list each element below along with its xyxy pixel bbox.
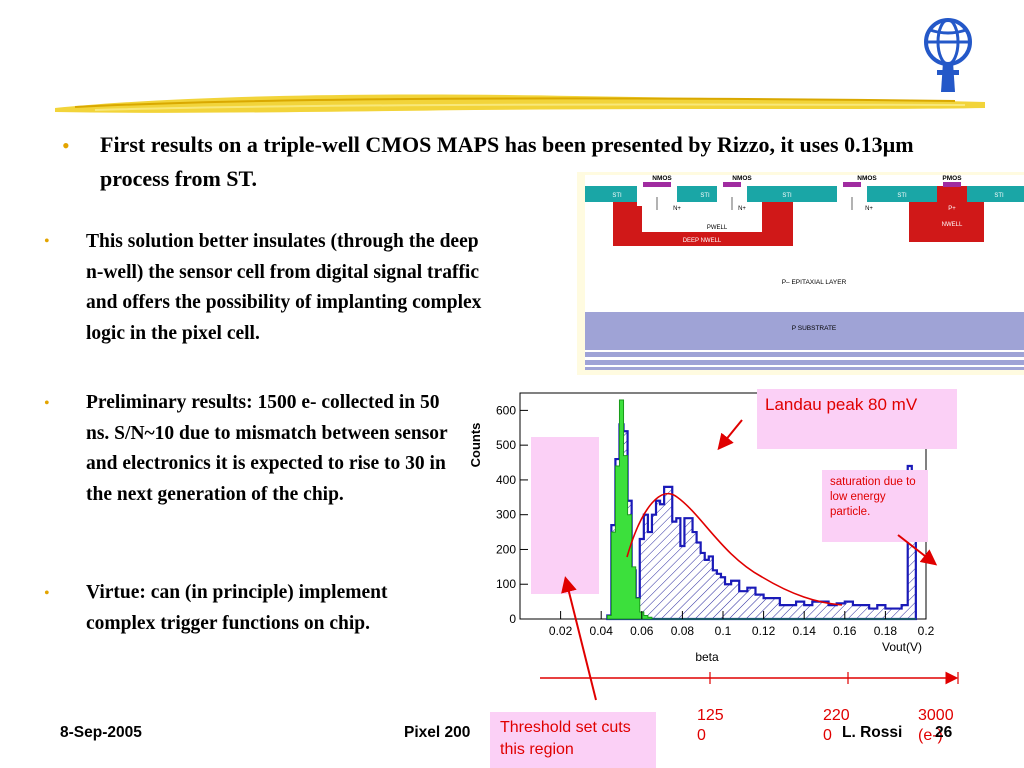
sub-bullet-dot: • — [44, 395, 50, 412]
sti-label-3: STI — [782, 193, 792, 199]
x-tick-label: 0.08 — [671, 624, 695, 638]
substrate-label: P SUBSTRATE — [792, 325, 837, 332]
sub-bullet-2: Preliminary results: 1500 e- collected i… — [86, 392, 448, 505]
x-tick-label: 0.2 — [918, 624, 935, 638]
electron-tick-1250: 125 0 — [697, 707, 724, 744]
y-tick-label: 400 — [496, 473, 516, 487]
deep-nwell-label: DEEP NWELL — [683, 238, 722, 244]
histogram-ylabel: Counts — [468, 423, 483, 468]
sub-bullet-dot: • — [44, 585, 50, 602]
y-tick-label: 300 — [496, 508, 516, 522]
sti-label-2: STI — [700, 193, 710, 199]
main-bullet-dot: • — [62, 133, 70, 158]
x-tick-label: 0.16 — [833, 624, 857, 638]
globe-logo — [924, 18, 972, 92]
histogram-xlabel-left: beta — [695, 650, 719, 664]
sub-bullet-dot: • — [44, 233, 50, 250]
n-plus-label-1: N+ — [673, 206, 681, 212]
sti-label-4: STI — [897, 193, 907, 199]
electron-tick-3000: 3000 — [918, 707, 954, 724]
p-plus-label: P+ — [948, 206, 956, 212]
threshold-annotation: Threshold set cuts this region — [490, 712, 656, 768]
sub-bullet-3: Virtue: can (in principle) implement com… — [86, 582, 388, 634]
threshold-region-box — [531, 437, 599, 594]
x-tick-label: 0.12 — [752, 624, 776, 638]
pmos-label: PMOS — [942, 175, 962, 182]
sti-label-1: STI — [612, 193, 622, 199]
main-bullet-text: First results on a triple-well CMOS MAPS… — [100, 132, 914, 191]
sti-label-5: STI — [994, 193, 1004, 199]
histogram-series-green — [606, 399, 916, 620]
nwell-label: NWELL — [942, 222, 963, 228]
y-tick-label: 500 — [496, 438, 516, 452]
landau-peak-annotation: Landau peak 80 mV — [757, 389, 957, 449]
y-tick-label: 100 — [496, 577, 516, 591]
x-tick-label: 0.06 — [630, 624, 654, 638]
epitaxial-layer-label: P– EPITAXIAL LAYER — [782, 279, 847, 286]
x-tick-label: 0.04 — [590, 624, 614, 638]
header-brush-stroke — [55, 94, 985, 113]
y-tick-label: 200 — [496, 542, 516, 556]
sub-bullet-1: This solution better insulates (through … — [86, 231, 482, 344]
pwell-label: PWELL — [707, 225, 728, 231]
footer-author: L. Rossi — [842, 724, 903, 741]
nmos-label-1: NMOS — [652, 175, 672, 182]
cmos-cross-section-diagram: NMOS NMOS NMOS PMOS STI STI STI STI STI … — [577, 172, 1024, 375]
y-tick-label: 600 — [496, 403, 516, 417]
nmos-label-3: NMOS — [857, 175, 877, 182]
x-tick-label: 0.02 — [549, 624, 573, 638]
n-plus-label-2: N+ — [738, 206, 746, 212]
electron-tick-2200: 220 0 — [823, 707, 850, 744]
x-tick-label: 0.1 — [715, 624, 732, 638]
footer-date: 8-Sep-2005 — [60, 724, 142, 741]
saturation-annotation: saturation due to low energy particle. — [822, 470, 928, 542]
x-tick-label: 0.14 — [793, 624, 817, 638]
landau-fit-curve — [626, 492, 843, 606]
x-tick-label: 0.18 — [874, 624, 898, 638]
nmos-label-2: NMOS — [732, 175, 752, 182]
n-plus-label-3: N+ — [865, 206, 873, 212]
histogram-xlabel-right: Vout(V) — [882, 640, 922, 654]
footer-conference: Pixel 200 — [404, 724, 471, 741]
footer-page-number: 26 — [935, 724, 953, 741]
electron-unit-label: (e-) — [918, 727, 943, 744]
histogram-series-blue — [606, 423, 917, 621]
y-tick-label: 0 — [509, 612, 516, 626]
